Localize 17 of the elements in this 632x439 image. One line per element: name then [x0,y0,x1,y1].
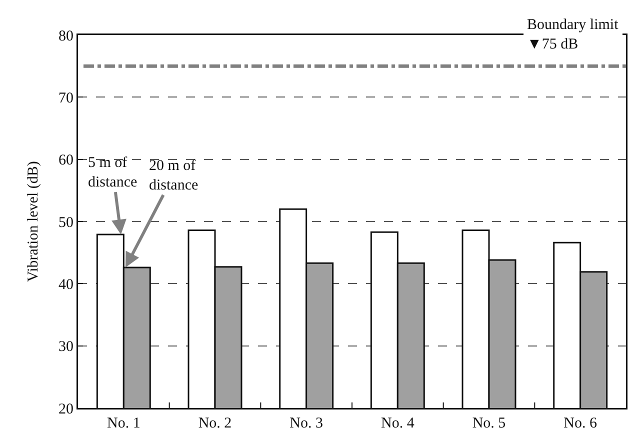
y-tick-label: 80 [58,28,74,44]
y-tick-label: 60 [58,152,74,169]
annotation: 20 m of distance [149,158,198,194]
x-tick-label: No. 4 [381,416,415,432]
x-tick-label: No. 1 [107,416,140,432]
x-tick-label: No. 2 [198,416,232,432]
y-axis-title: Vibration level (dB) [26,161,42,282]
x-tick-label: No. 5 [472,416,506,432]
y-tick-label: 50 [58,214,74,231]
ref-line-label: Boundary limit ▼75 dB [527,17,620,52]
x-tick-label: No. 3 [290,416,323,432]
annotation: 5 m of distance [88,155,138,190]
y-tick-label: 70 [58,90,74,106]
y-tick-label: 30 [58,339,74,356]
y-tick-label: 40 [58,276,74,293]
y-tick-label: 20 [58,401,74,418]
x-tick-label: No. 6 [564,416,598,432]
